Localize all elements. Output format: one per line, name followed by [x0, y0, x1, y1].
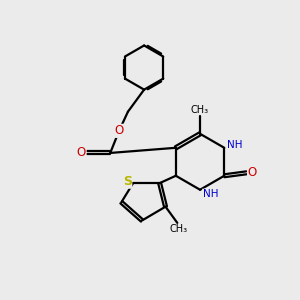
Text: CH₃: CH₃ — [191, 105, 209, 115]
Text: S: S — [123, 175, 132, 188]
Text: O: O — [77, 146, 86, 159]
Text: O: O — [115, 124, 124, 137]
Text: O: O — [248, 166, 257, 179]
Text: CH₃: CH₃ — [170, 224, 188, 234]
Text: NH: NH — [227, 140, 242, 150]
Text: NH: NH — [202, 189, 218, 199]
